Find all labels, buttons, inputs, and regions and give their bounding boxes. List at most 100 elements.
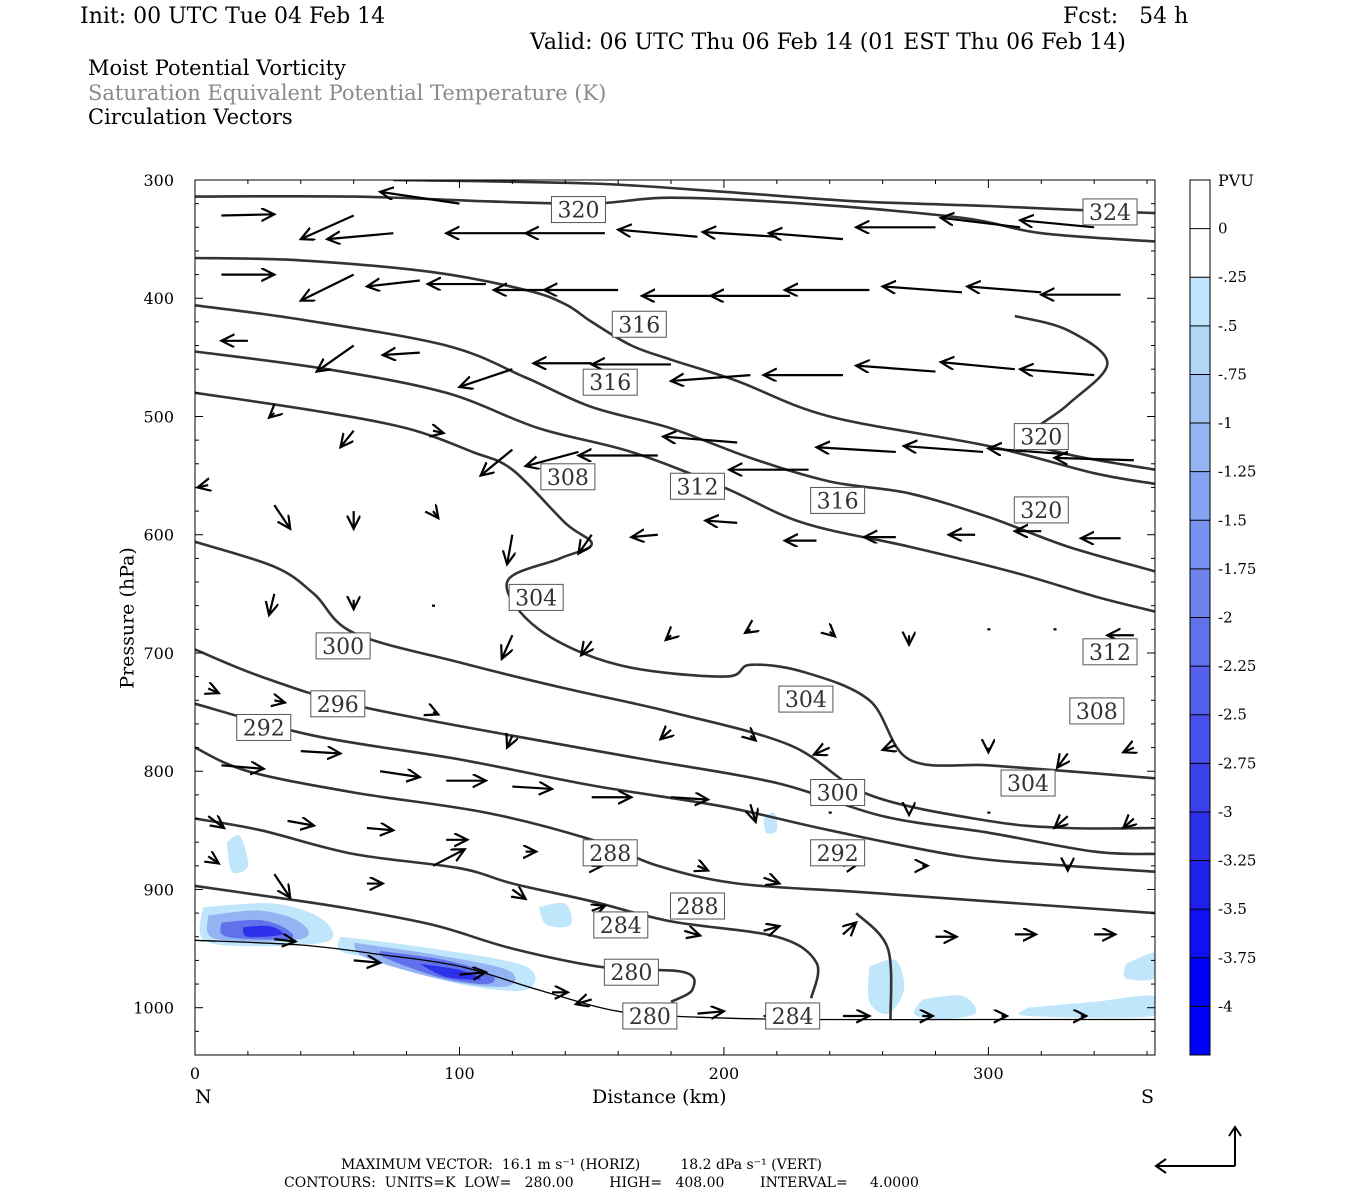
colorbar-label: -1.25 — [1218, 463, 1256, 481]
circulation-vector — [380, 192, 460, 205]
colorbar-label: -2.5 — [1218, 706, 1247, 724]
colorbar-label: -3.25 — [1218, 852, 1256, 870]
circulation-vector — [683, 931, 700, 936]
y-tick-label: 400 — [143, 289, 174, 308]
contour-label-box — [603, 958, 659, 986]
contour-label: 308 — [547, 466, 589, 491]
contour-label: 320 — [1020, 426, 1062, 451]
contour-labels: 320 324 316 316 320 308 312 316 320 304 300 312 304 3… — [236, 196, 1138, 1030]
contour-label-box — [1013, 496, 1069, 524]
circulation-vector — [1057, 752, 1068, 767]
circulation-vector — [816, 447, 896, 452]
contour-label: 304 — [785, 688, 827, 713]
circulation-vector — [287, 821, 314, 826]
contour-label: 304 — [1007, 772, 1049, 797]
theta-contours — [195, 180, 1155, 1020]
circulation-vector — [631, 535, 658, 537]
field-title-pv: Moist Potential Vorticity — [88, 56, 346, 80]
plot-frame — [194, 179, 1156, 1056]
contour-label-box — [1082, 198, 1138, 226]
contour-label-box — [669, 892, 725, 920]
colorbar-swatch — [1190, 909, 1210, 959]
circulation-vector — [941, 218, 1021, 229]
theta-contour — [195, 746, 1155, 915]
valid-time: Valid: 06 UTC Thu 06 Feb 14 (01 EST Thu … — [530, 30, 1126, 55]
y-tick-label: 300 — [143, 171, 174, 190]
circulation-vector — [459, 972, 485, 974]
circulation-vector — [481, 448, 514, 476]
x-tick-label: 300 — [973, 1064, 1004, 1083]
circulation-vector — [433, 712, 438, 714]
circulation-vector — [576, 999, 593, 1004]
terrain-profile — [195, 939, 1155, 1021]
contour-label-box — [1013, 423, 1069, 451]
circulation-vector — [1020, 220, 1095, 229]
x-tick-label: 100 — [444, 1064, 475, 1083]
circulation-vector — [198, 485, 209, 487]
colorbar-label: -1.5 — [1218, 511, 1247, 529]
circulation-vector — [301, 273, 355, 301]
circulation-vector — [526, 450, 579, 466]
theta-contour — [195, 540, 1155, 830]
circulation-vector — [327, 233, 394, 239]
pv-colorbar: 0 -.25 -.5 -.75 -1 -1.25 -1.5 -1.75 -2 -2.25 -2.5 -… — [1189, 179, 1256, 1056]
circulation-vector — [433, 511, 438, 518]
colorbar-label: -1 — [1218, 414, 1233, 432]
contour-label: 316 — [817, 489, 859, 514]
theta-contour — [195, 817, 820, 999]
x-axis-label: Distance (km) — [592, 1086, 727, 1108]
circulation-vector — [666, 635, 671, 640]
contour-label: 320 — [557, 199, 599, 224]
circulation-vector — [269, 593, 274, 615]
pv-patch — [242, 925, 284, 938]
circulation-vector — [843, 923, 856, 935]
contour-label: 316 — [589, 371, 631, 396]
theta-contour — [195, 304, 1155, 573]
circulation-vector — [618, 230, 698, 238]
circulation-vector — [663, 437, 738, 443]
colorbar-label: -4 — [1218, 997, 1233, 1015]
contour-label: 316 — [618, 313, 660, 338]
y-tick-label: 700 — [143, 644, 174, 663]
circulation-vector — [703, 232, 777, 237]
contour-label: 284 — [600, 914, 642, 939]
y-tick-label: 800 — [143, 762, 174, 781]
pv-patch — [1123, 952, 1155, 981]
colorbar-label: -2.25 — [1218, 657, 1256, 675]
contour-label-box — [778, 685, 834, 713]
circulation-vector — [221, 765, 263, 769]
circulation-vector — [750, 736, 755, 741]
contour-label-box — [310, 690, 366, 718]
x-end-label-north: N — [195, 1086, 212, 1108]
pv-patch — [226, 835, 249, 874]
forecast-hour: Fcst: 54 h — [1063, 4, 1189, 29]
x-end-label-south: S — [1141, 1086, 1155, 1108]
circulation-vector — [433, 431, 444, 433]
contour-label: 292 — [817, 842, 859, 867]
init-time: Init: 00 UTC Tue 04 Feb 14 — [80, 4, 386, 29]
circulation-vector — [763, 878, 780, 884]
colorbar-swatch — [1190, 374, 1210, 424]
circulation-vector — [1055, 816, 1068, 828]
colorbar-swatch — [1190, 520, 1210, 570]
colorbar-swatch — [1190, 471, 1210, 521]
contour-label: 312 — [676, 475, 718, 500]
y-axis-label: Pressure (hPa) — [116, 547, 139, 689]
circulation-vector — [507, 736, 512, 748]
colorbar-label: -.75 — [1218, 365, 1247, 383]
circulation-vector — [670, 797, 708, 799]
circulation-vector — [459, 368, 513, 387]
colorbar-label: -3.75 — [1218, 949, 1256, 967]
contour-label-box — [582, 368, 638, 396]
colorbar-label: -.5 — [1218, 317, 1237, 335]
theta-contour — [855, 912, 893, 1020]
circulation-vector — [697, 1011, 723, 1013]
pv-patch — [868, 959, 905, 1014]
colorbar-label: -3.5 — [1218, 900, 1247, 918]
colorbar-swatch — [1190, 568, 1210, 618]
circulation-vector — [967, 286, 1042, 292]
circulation-vector — [578, 534, 593, 554]
circulation-vector — [301, 214, 355, 239]
colorbar-swatch — [1190, 763, 1210, 813]
x-tick-label: 0 — [190, 1064, 200, 1083]
